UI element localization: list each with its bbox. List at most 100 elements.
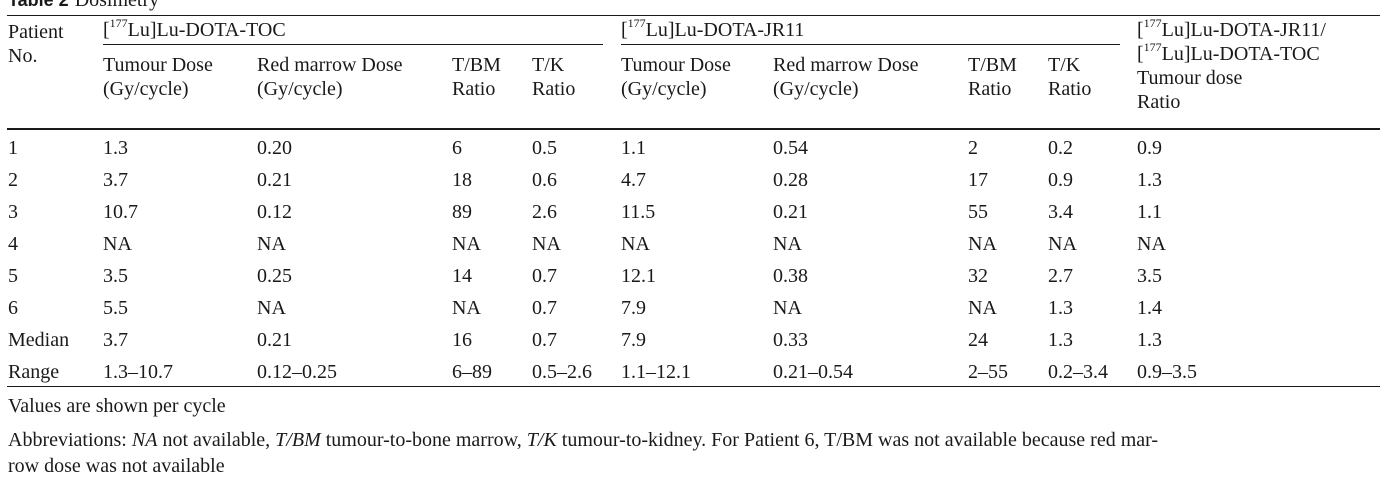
row-label: 1 xyxy=(8,137,18,159)
table-cell: 17 xyxy=(968,169,988,191)
table-cell: 3.5 xyxy=(1137,265,1162,287)
table-cell: 0.9 xyxy=(1048,169,1073,191)
row-label: 5 xyxy=(8,265,18,287)
row-label: 4 xyxy=(8,233,18,255)
isotope-superscript: 177 xyxy=(1143,16,1162,31)
table-cell: NA xyxy=(452,233,481,255)
header-patient-line1: Patient xyxy=(8,21,64,43)
subheader-jr11-tk: T/K Ratio xyxy=(1048,53,1091,101)
subheader-toc-tk: T/K Ratio xyxy=(532,53,575,101)
abbr-tbm: T/BM xyxy=(275,429,321,451)
table-cell: 0.5–2.6 xyxy=(532,361,592,383)
group-header-jr11: [177Lu]Lu-DOTA-JR11 xyxy=(621,16,805,41)
table-cell: 0.28 xyxy=(773,169,808,191)
table-cell: 3.7 xyxy=(103,169,128,191)
subheader-line1: T/BM xyxy=(968,54,1017,76)
table-cell: NA xyxy=(968,297,997,319)
subheader-toc-rm-dose: Red marrow Dose (Gy/cycle) xyxy=(257,53,403,101)
subheader-line1: T/K xyxy=(1048,54,1081,76)
table-cell: 0.5 xyxy=(532,137,557,159)
table-cell: 5.5 xyxy=(103,297,128,319)
subheader-line1: Tumour Dose xyxy=(103,54,213,76)
table-cell: 1.3 xyxy=(1137,169,1162,191)
table-cell: 0.21 xyxy=(257,329,292,351)
footnote-abbreviations-line2: row dose was not available xyxy=(8,455,225,477)
table-cell: NA xyxy=(773,297,802,319)
table-cell: 0.54 xyxy=(773,137,808,159)
table-cell: 1.3–10.7 xyxy=(103,361,173,383)
subheader-toc-tbm: T/BM Ratio xyxy=(452,53,501,101)
subheader-line2: (Gy/cycle) xyxy=(773,78,859,100)
table-cell: 0.9 xyxy=(1137,137,1162,159)
subheader-jr11-tbm: T/BM Ratio xyxy=(968,53,1017,101)
isotope-superscript: 177 xyxy=(627,16,646,31)
table-cell: 0.21 xyxy=(257,169,292,191)
table-cell: NA xyxy=(968,233,997,255)
subheader-toc-tumour-dose: Tumour Dose (Gy/cycle) xyxy=(103,53,213,101)
table-cell: 6 xyxy=(452,137,462,159)
table-cell: 0.21–0.54 xyxy=(773,361,853,383)
table-cell: 2 xyxy=(968,137,978,159)
table-cell: 11.5 xyxy=(621,201,656,223)
table-cell: 0.20 xyxy=(257,137,292,159)
row-label: 3 xyxy=(8,201,18,223)
abbr-tbm-text: tumour-to-bone marrow, xyxy=(320,429,527,451)
row-label: Range xyxy=(8,361,60,383)
footnote-per-cycle: Values are shown per cycle xyxy=(8,395,226,417)
table-cell: 0.7 xyxy=(532,265,557,287)
group-header-toc-text: Lu]Lu-DOTA-TOC xyxy=(127,19,286,41)
table-cell: NA xyxy=(452,297,481,319)
table-cell: 6–89 xyxy=(452,361,492,383)
ratio-header-line1: [177Lu]Lu-DOTA-JR11/ xyxy=(1137,16,1326,41)
subheader-line2: (Gy/cycle) xyxy=(103,78,189,100)
table-cell: 7.9 xyxy=(621,329,646,351)
table-cell: 0.7 xyxy=(532,297,557,319)
subheader-line1: Tumour Dose xyxy=(621,54,731,76)
table-cell: 0.33 xyxy=(773,329,808,351)
row-label: Median xyxy=(8,329,70,351)
table-cell: 89 xyxy=(452,201,472,223)
group-header-jr11-text: Lu]Lu-DOTA-JR11 xyxy=(645,19,805,41)
table-cell: NA xyxy=(621,233,650,255)
table-cell: 2.7 xyxy=(1048,265,1073,287)
table-cell: 1.3 xyxy=(1048,329,1073,351)
ratio-header-line2: [177Lu]Lu-DOTA-TOC xyxy=(1137,40,1320,65)
table-cell: 2–55 xyxy=(968,361,1008,383)
ratio-header-line4: Ratio xyxy=(1137,91,1181,113)
ratio-header-line2-text: Lu]Lu-DOTA-TOC xyxy=(1161,43,1320,65)
table-cell: 0.2–3.4 xyxy=(1048,361,1108,383)
table-cell: 0.12–0.25 xyxy=(257,361,337,383)
header-patient: Patient No. xyxy=(8,20,64,68)
subheader-line1: T/BM xyxy=(452,54,501,76)
table-cell: 24 xyxy=(968,329,988,351)
table-cell: 55 xyxy=(968,201,988,223)
isotope-superscript: 177 xyxy=(1143,40,1162,55)
subheader-line2: Ratio xyxy=(968,78,1012,100)
table-cell: NA xyxy=(257,233,286,255)
table-cell: 0.38 xyxy=(773,265,808,287)
subheader-line1: Red marrow Dose xyxy=(773,54,919,76)
subheader-line2: (Gy/cycle) xyxy=(621,78,707,100)
table-cell: 0.6 xyxy=(532,169,557,191)
table-cell: 0.25 xyxy=(257,265,292,287)
table-cell: 3.7 xyxy=(103,329,128,351)
table-cell: NA xyxy=(1137,233,1166,255)
isotope-superscript: 177 xyxy=(109,16,128,31)
abbr-prefix: Abbreviations: xyxy=(8,429,132,451)
subheader-line1: T/K xyxy=(532,54,565,76)
table-cell: 7.9 xyxy=(621,297,646,319)
table-cell: NA xyxy=(257,297,286,319)
subheader-line1: Red marrow Dose xyxy=(257,54,403,76)
subheader-line2: Ratio xyxy=(452,78,496,100)
header-ratio-column: [177Lu]Lu-DOTA-JR11/ [177Lu]Lu-DOTA-TOC … xyxy=(1137,16,1326,114)
table-cell: 10.7 xyxy=(103,201,138,223)
ratio-header-line1-text: Lu]Lu-DOTA-JR11/ xyxy=(1161,19,1326,41)
table-cell: 0.7 xyxy=(532,329,557,351)
table-cell: 2.6 xyxy=(532,201,557,223)
table-cell: 0.9–3.5 xyxy=(1137,361,1197,383)
row-label: 2 xyxy=(8,169,18,191)
table-cell: 3.5 xyxy=(103,265,128,287)
table-cell: NA xyxy=(532,233,561,255)
row-label: 6 xyxy=(8,297,18,319)
table-cell: 14 xyxy=(452,265,472,287)
